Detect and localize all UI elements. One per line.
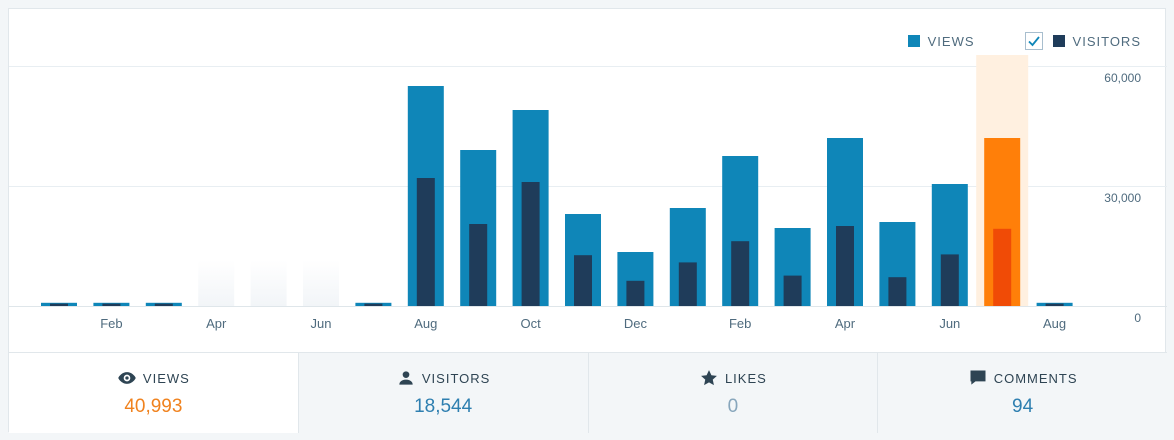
stats-tabs: VIEWS 40,993 VISITORS 18,544 LIKES 0: [9, 352, 1167, 433]
visitors-toggle-checkbox[interactable]: [1024, 32, 1043, 50]
x-tick-label: Apr: [835, 316, 856, 331]
checkmark-icon: [1027, 36, 1040, 47]
visitors-bar: [364, 303, 383, 306]
legend-views-label: VIEWS: [927, 33, 975, 49]
bar-chart: 0 30,000 60,000 Feb Apr Jun Aug Oct Dec Feb Apr Jun…: [9, 55, 1167, 331]
visitors-bar: [678, 262, 697, 306]
visitors-bar: [731, 241, 750, 306]
placeholder-bar: [198, 260, 235, 306]
visitors-bar: [1045, 303, 1064, 306]
eye-icon: [118, 372, 136, 384]
legend-visitors: VISITORS: [1024, 32, 1141, 50]
visitors-bar: [888, 277, 907, 306]
visitors-bar: [469, 224, 488, 306]
tab-visitors-header: VISITORS: [396, 368, 490, 388]
visitors-bar: [574, 255, 592, 306]
placeholder-bar: [250, 260, 287, 306]
tab-likes-value: 0: [727, 396, 739, 417]
tab-views-label: VIEWS: [142, 370, 190, 386]
tab-comments-value: 94: [1012, 396, 1034, 417]
x-tick-label: Oct: [520, 316, 541, 331]
tab-likes-label: LIKES: [724, 370, 767, 386]
legend-views: VIEWS: [907, 33, 975, 49]
tab-visitors[interactable]: VISITORS 18,544: [297, 353, 588, 433]
star-icon: [701, 370, 717, 386]
visitors-bar: [416, 178, 435, 306]
tab-likes[interactable]: LIKES 0: [587, 353, 878, 433]
visitors-bar: [993, 228, 1012, 306]
visitors-bar: [521, 182, 540, 306]
x-tick-label: Feb: [729, 316, 751, 331]
tab-comments[interactable]: COMMENTS 94: [877, 353, 1167, 433]
tab-visitors-value: 18,544: [414, 396, 473, 417]
visitors-bar: [783, 275, 802, 306]
x-tick-label: Aug: [1043, 316, 1066, 331]
y-tick-label: 30,000: [1104, 191, 1141, 205]
legend-visitors-label: VISITORS: [1072, 33, 1141, 49]
visitors-bar: [836, 226, 854, 306]
chart-legend: VIEWS VISITORS: [907, 27, 1141, 55]
placeholder-bar: [303, 260, 339, 306]
person-icon: [399, 371, 413, 385]
tab-likes-header: LIKES: [699, 368, 767, 388]
legend-visitors-swatch: [1052, 35, 1065, 47]
tab-views[interactable]: VIEWS 40,993: [9, 353, 298, 433]
stats-chart-card: VIEWS VISITORS 0 30,000 60,000 Feb Apr Ju: [8, 8, 1167, 433]
visitors-bar: [154, 303, 173, 306]
x-tick-label: Feb: [100, 316, 122, 331]
x-tick-label: Aug: [414, 316, 437, 331]
visitors-bar: [940, 254, 959, 306]
visitors-bar: [102, 303, 121, 306]
legend-views-swatch: [907, 35, 920, 47]
x-tick-label: Dec: [624, 316, 648, 331]
chart-area: 0 30,000 60,000 Feb Apr Jun Aug Oct Dec Feb Apr Jun…: [9, 55, 1167, 345]
tab-views-value: 40,993: [124, 396, 183, 417]
x-tick-label: Jun: [939, 316, 960, 331]
comment-icon: [970, 370, 986, 385]
visitors-bar: [626, 280, 645, 306]
y-tick-label: 60,000: [1104, 71, 1141, 85]
x-tick-label: Jun: [311, 316, 332, 331]
tab-visitors-label: VISITORS: [421, 370, 491, 386]
visitors-bar: [50, 303, 68, 306]
tab-comments-label: COMMENTS: [993, 370, 1078, 386]
x-tick-label: Apr: [206, 316, 227, 331]
y-tick-label: 0: [1134, 311, 1141, 325]
tab-comments-header: COMMENTS: [968, 368, 1078, 388]
tab-views-header: VIEWS: [117, 368, 190, 388]
